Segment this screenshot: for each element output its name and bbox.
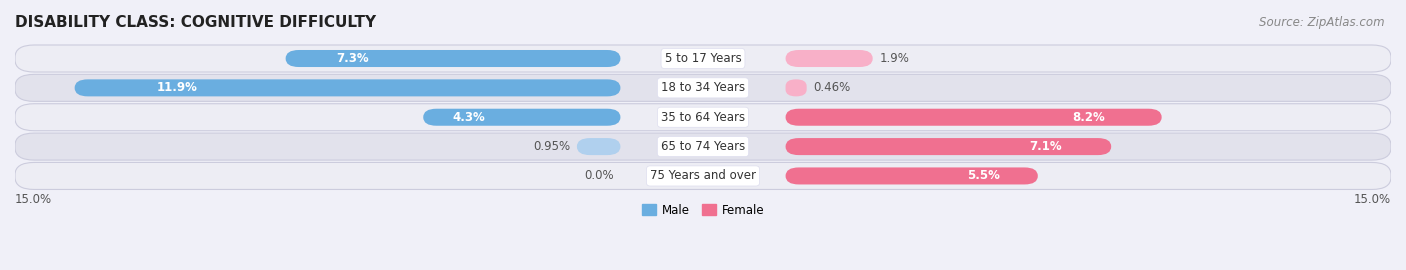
Text: 0.0%: 0.0% (583, 170, 613, 183)
FancyBboxPatch shape (285, 50, 620, 67)
Text: 7.3%: 7.3% (336, 52, 368, 65)
Text: 15.0%: 15.0% (15, 193, 52, 206)
FancyBboxPatch shape (15, 133, 1391, 160)
Text: 65 to 74 Years: 65 to 74 Years (661, 140, 745, 153)
Text: 5 to 17 Years: 5 to 17 Years (665, 52, 741, 65)
Text: 0.46%: 0.46% (814, 81, 851, 94)
Text: 4.3%: 4.3% (453, 111, 485, 124)
Text: 0.95%: 0.95% (533, 140, 569, 153)
FancyBboxPatch shape (786, 50, 873, 67)
Text: 15.0%: 15.0% (1354, 193, 1391, 206)
FancyBboxPatch shape (15, 45, 1391, 72)
Text: 7.1%: 7.1% (1029, 140, 1063, 153)
FancyBboxPatch shape (15, 163, 1391, 190)
FancyBboxPatch shape (786, 167, 1038, 184)
Text: 75 Years and over: 75 Years and over (650, 170, 756, 183)
Text: DISABILITY CLASS: COGNITIVE DIFFICULTY: DISABILITY CLASS: COGNITIVE DIFFICULTY (15, 15, 377, 30)
Text: 18 to 34 Years: 18 to 34 Years (661, 81, 745, 94)
Text: 8.2%: 8.2% (1073, 111, 1105, 124)
Legend: Male, Female: Male, Female (637, 199, 769, 221)
FancyBboxPatch shape (786, 79, 807, 96)
Text: 5.5%: 5.5% (967, 170, 1000, 183)
FancyBboxPatch shape (75, 79, 620, 96)
Text: 35 to 64 Years: 35 to 64 Years (661, 111, 745, 124)
FancyBboxPatch shape (15, 74, 1391, 101)
Text: 1.9%: 1.9% (880, 52, 910, 65)
FancyBboxPatch shape (423, 109, 620, 126)
Text: Source: ZipAtlas.com: Source: ZipAtlas.com (1260, 16, 1385, 29)
FancyBboxPatch shape (576, 138, 620, 155)
FancyBboxPatch shape (786, 138, 1111, 155)
FancyBboxPatch shape (786, 109, 1161, 126)
FancyBboxPatch shape (15, 104, 1391, 131)
Text: 11.9%: 11.9% (156, 81, 197, 94)
